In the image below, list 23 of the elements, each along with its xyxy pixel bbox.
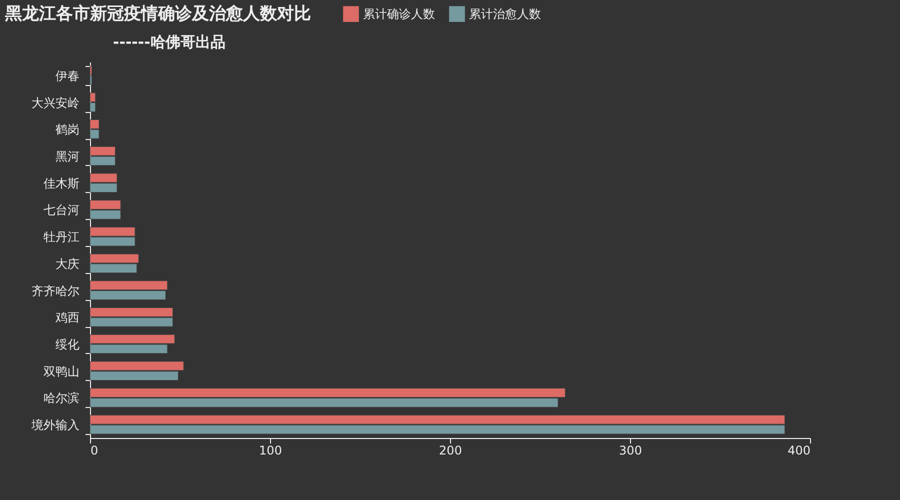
y-tick-label: 大庆 [56,256,80,271]
y-tick-label: 黑河 [56,150,80,164]
y-tick-label: 鸡西 [54,310,80,325]
y-tick-label: 七台河 [44,203,80,218]
legend-label: 累计治愈人数 [469,7,541,22]
y-tick-label: 绥化 [56,338,80,352]
y-tick-label: 境外输入 [30,418,80,432]
y-tick-label: 牡丹江 [44,230,80,244]
x-tick-label: 200 [439,444,462,458]
x-tick-label: 0 [90,444,98,458]
y-tick-label: 鹤岗 [56,122,80,137]
chart-title: 黑龙江各市新冠疫情确诊及治愈人数对比 [4,4,311,24]
x-tick-label: 300 [619,444,642,458]
x-tick-label: 400 [788,444,810,458]
chart-subtitle: ------哈佛哥出品 [113,33,226,51]
y-tick-label: 佳木斯 [44,176,80,190]
y-tick-label: 伊春 [56,68,80,83]
y-tick-label: 齐齐哈尔 [32,284,80,298]
legend-label: 累计确诊人数 [363,7,435,22]
y-tick-label: 双鸭山 [44,364,80,378]
x-tick-label: 100 [259,444,282,458]
y-tick-label: 哈尔滨 [44,391,80,406]
y-tick-label: 大兴安岭 [32,96,80,110]
